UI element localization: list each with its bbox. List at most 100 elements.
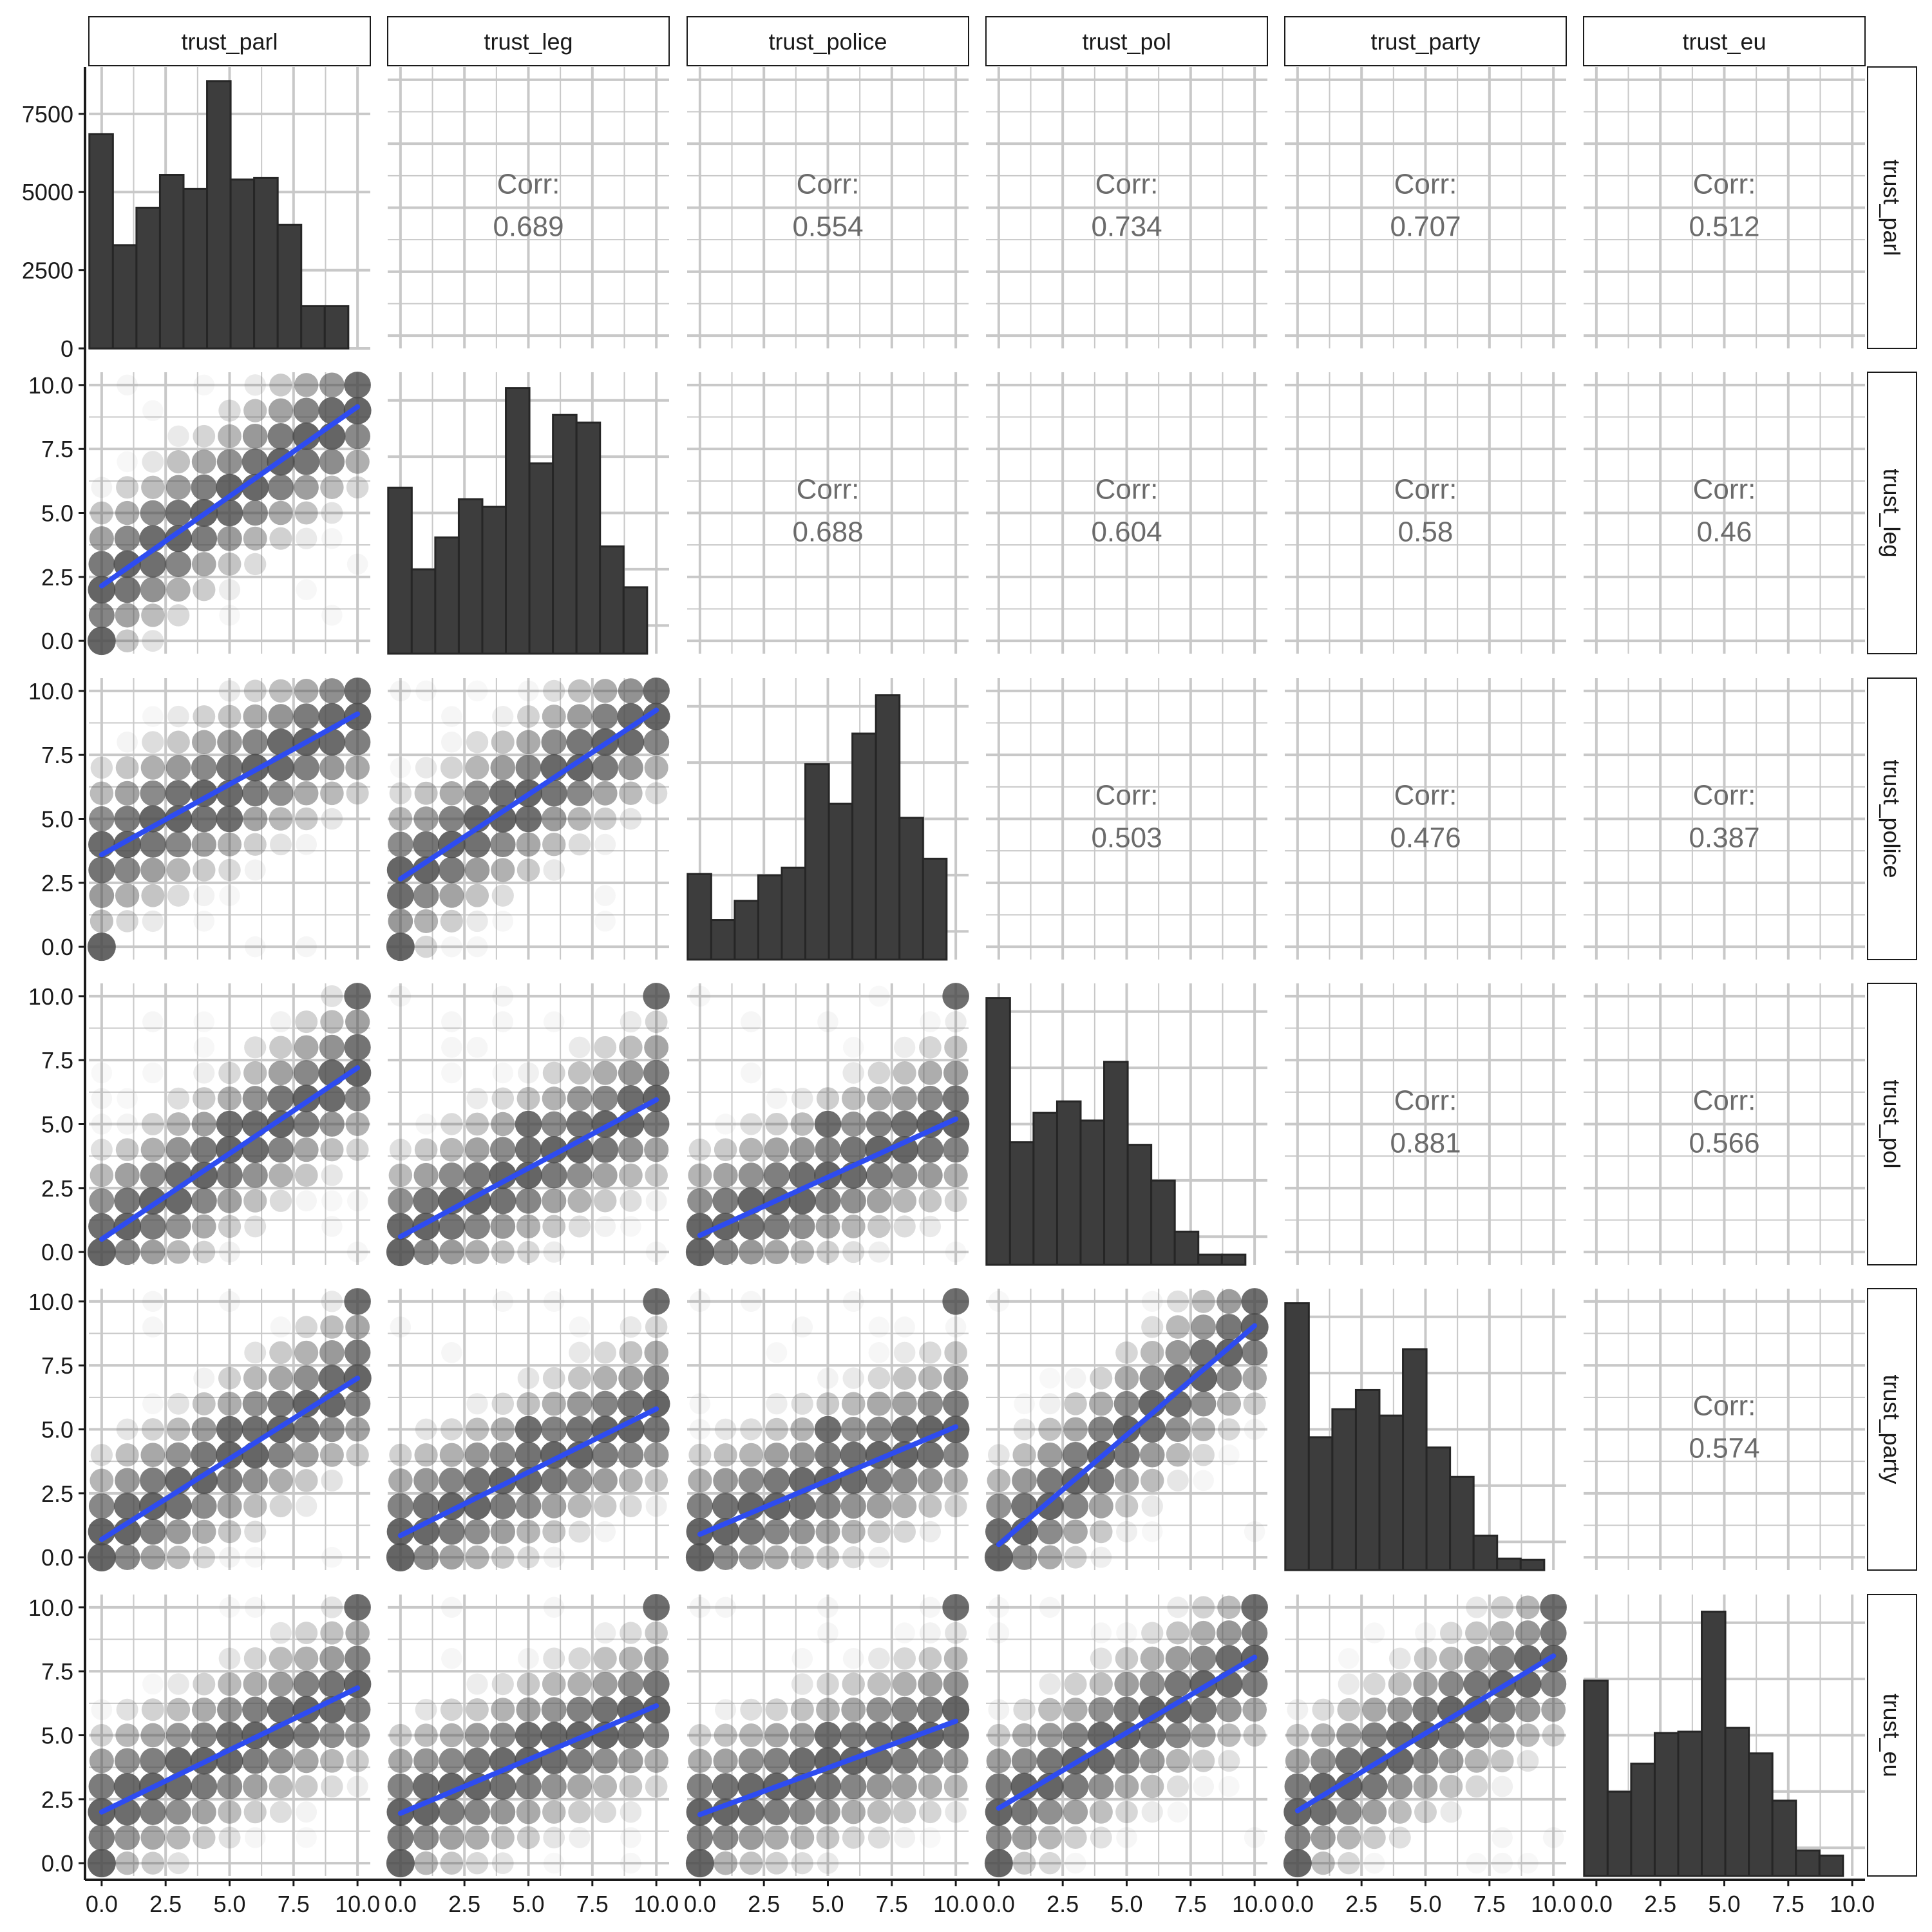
scatter-point [91,1699,113,1721]
correlation-value: 0.476 [1390,822,1461,854]
scatter-point [140,1519,166,1545]
scatter-point [1141,1468,1164,1493]
scatter-point [944,1495,967,1518]
scatter-point [387,1824,414,1851]
histogram-bar [1677,1730,1703,1877]
scatter-point [415,935,437,958]
scatter-point [593,1189,617,1213]
scatter-point [389,782,412,804]
scatter-point [216,754,243,781]
correlation-value: 0.688 [792,516,863,548]
scatter-point [840,1136,867,1163]
histogram-bar [158,174,185,350]
scatter-point [269,1647,293,1671]
scatter-point [269,500,293,526]
scatter-point [593,1774,618,1799]
scatter-point [840,1188,866,1214]
histogram-bar [505,387,531,655]
scatter-point [567,1391,592,1417]
scatter-point [763,1213,790,1240]
scatter-point [166,1826,191,1850]
scatter-point [714,1418,737,1441]
scatter-point [344,1390,371,1417]
histogram-bar [687,873,712,961]
scatter-point [1541,1697,1566,1722]
scatter-point [943,1646,968,1671]
scatter-point [566,728,593,755]
scatter-point [517,705,540,728]
scatter-point [1191,1620,1216,1645]
scatter-point [816,1698,840,1722]
scatter-point [515,1721,542,1749]
scatter-point [515,1110,542,1138]
scatter-point [141,884,165,907]
scatter-point [542,705,566,729]
scatter-point [1167,1596,1189,1618]
scatter-point [193,1826,216,1850]
y-tick-label: 0.0 [41,934,73,960]
x-tick-label: 0.0 [384,1891,417,1917]
scatter-point [465,1545,489,1569]
scatter-point [592,781,618,806]
scatter-point [166,1213,191,1239]
chart-marks: Corr: 0.689 Corr: 0.554 Corr: 0.734 Corr: 0.707… [87,80,1844,1878]
scatter-point [438,1799,465,1826]
scatter-point [1063,1698,1088,1722]
scatter-point [617,728,645,756]
scatter-point [218,1800,242,1824]
scatter-point [687,1773,714,1800]
scatter-point [1166,1748,1190,1773]
scatter-point [1242,1366,1267,1390]
scatter-point [594,1215,616,1237]
scatter-point [115,1443,139,1467]
scatter-point [319,372,345,398]
scatter-point [193,1037,215,1058]
scatter-point [91,1088,113,1110]
scatter-point [465,755,489,780]
scatter-point [917,1085,943,1112]
scatter-point [191,1697,216,1722]
scatter-point [1463,1671,1490,1698]
scatter-point [714,1723,737,1747]
scatter-point [687,1188,713,1214]
scatter-point [540,780,567,807]
scatter-point [1361,1773,1388,1800]
scatter-point [345,1314,370,1340]
scatter-point [440,909,463,933]
scatter-point [1139,1442,1165,1468]
scatter-point [1362,1697,1387,1722]
histogram-bar [434,536,460,655]
scatter-point [592,754,619,781]
scatter-point [440,1418,463,1441]
scatter-point [892,1086,917,1111]
scatter-point [1387,1774,1413,1799]
scatter-point [712,1824,739,1851]
scatter-point [1464,1645,1490,1671]
scatter-point [1217,1289,1242,1314]
scatter-point [592,1061,618,1085]
scatter-point [620,1622,642,1644]
scatter-points [685,1288,970,1572]
scatter-point [918,1061,943,1085]
scatter-point [1139,1365,1166,1391]
scatter-point [1190,1391,1217,1417]
scatter-point [618,1060,643,1086]
scatter-point [1037,1723,1063,1748]
scatter-point [243,1366,267,1390]
scatter-point [1115,1341,1138,1364]
scatter-point [345,423,371,450]
scatter-point [543,1291,565,1312]
scatter-point [114,1748,140,1774]
scatter-point [1037,1826,1062,1850]
scatter-point [566,1110,593,1138]
x-tick-label: 2.5 [1345,1891,1378,1917]
scatter-point [217,832,242,857]
scatter-point [815,1493,841,1519]
scatter-point [320,1010,344,1034]
scatter-point [438,857,465,884]
scatter-point [868,1342,890,1363]
scatter-points [984,1594,1269,1878]
scatter-point [218,1520,242,1544]
scatter-point [269,1341,292,1365]
scatter-point [1089,1520,1113,1544]
